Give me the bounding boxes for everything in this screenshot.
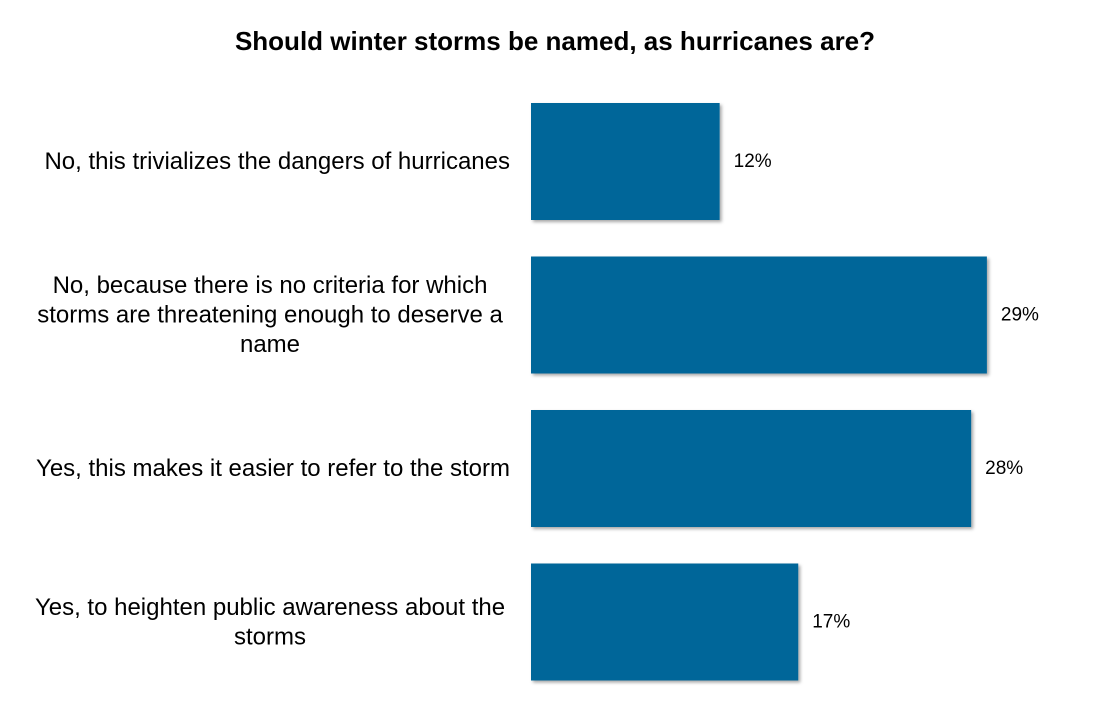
bar-1 — [531, 103, 720, 220]
value-label-1: 12% — [734, 151, 772, 172]
bar-4 — [531, 563, 799, 681]
bars-layer — [531, 103, 987, 681]
category-label-3: Yes, this makes it easier to refer to th… — [36, 455, 510, 482]
value-label-3: 28% — [985, 458, 1023, 479]
bar-2 — [531, 256, 987, 374]
category-label-1: No, this trivializes the dangers of hurr… — [44, 148, 510, 175]
chart-title: Should winter storms be named, as hurric… — [234, 26, 876, 56]
category-labels-layer: No, this trivializes the dangers of hurr… — [35, 148, 510, 650]
value-label-2: 29% — [1001, 305, 1039, 326]
bar-3 — [531, 410, 972, 527]
category-label-4: Yes, to heighten public awareness about … — [35, 594, 505, 651]
value-label-4: 17% — [812, 612, 850, 633]
category-label-2: No, because there is no criteria for whi… — [37, 272, 503, 358]
value-labels-layer: 12% 29% 28% 17% — [734, 151, 1039, 633]
